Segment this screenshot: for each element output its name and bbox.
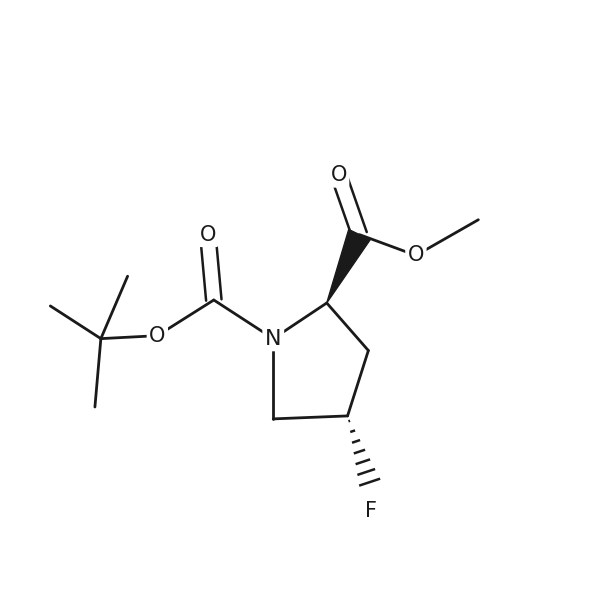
Text: N: N: [265, 329, 281, 349]
Polygon shape: [327, 229, 370, 303]
Text: O: O: [331, 165, 347, 185]
Text: O: O: [408, 245, 424, 265]
Text: O: O: [200, 224, 216, 245]
Text: F: F: [365, 501, 377, 521]
Text: O: O: [149, 326, 166, 346]
